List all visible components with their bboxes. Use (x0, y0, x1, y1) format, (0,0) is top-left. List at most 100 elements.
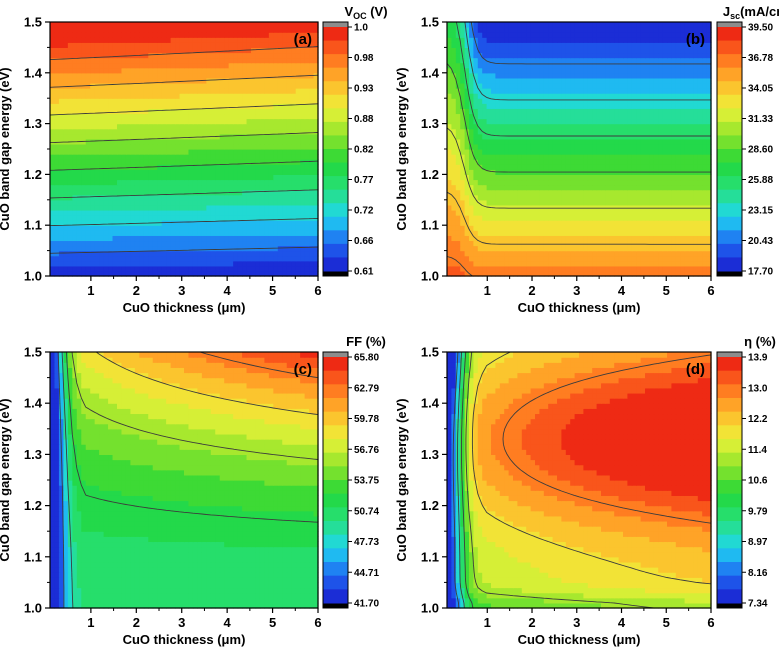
contour-cell (206, 98, 212, 104)
contour-cell (300, 230, 306, 236)
contour-cell (139, 82, 145, 89)
contour-cell (618, 255, 624, 262)
contour-cell (645, 133, 650, 140)
contour-cell (67, 220, 73, 226)
contour-cell (125, 52, 131, 59)
contour-cell (81, 179, 87, 186)
contour-cell (108, 159, 114, 165)
contour-cell (228, 209, 234, 216)
contour-cell (309, 108, 315, 115)
contour-cell (224, 240, 230, 247)
contour-cell (170, 204, 176, 211)
contour-cell (179, 204, 185, 211)
contour-cell (491, 230, 496, 236)
contour-cell (649, 235, 655, 242)
contour-cell (259, 215, 265, 221)
contour-cell (251, 235, 257, 242)
contour-cell (166, 179, 172, 186)
contour-cell (139, 179, 145, 186)
contour-cell (277, 22, 283, 28)
contour-cell (264, 174, 270, 181)
contour-cell (242, 255, 248, 262)
contour-cell (139, 103, 145, 109)
contour-cell (85, 255, 91, 262)
contour-cell (697, 118, 703, 125)
contour-cell (614, 250, 620, 257)
contour-cell (680, 179, 686, 186)
contour-cell (499, 245, 505, 252)
contour-cell (587, 143, 593, 150)
contour-cell (469, 174, 474, 181)
contour-cell (592, 154, 598, 160)
contour-cell (295, 52, 301, 59)
contour-cell (157, 103, 163, 109)
contour-cell (121, 52, 127, 59)
contour-cell (304, 245, 310, 252)
contour-cell (706, 225, 712, 231)
contour-cell (508, 138, 514, 145)
contour-cell (121, 98, 127, 104)
contour-cell (680, 123, 686, 130)
contour-cell (143, 123, 149, 130)
contour-cell (689, 138, 694, 145)
contour-cell (259, 149, 265, 155)
contour-cell (675, 184, 681, 191)
contour-cell (228, 204, 234, 211)
contour-cell (85, 250, 91, 257)
contour-cell (130, 184, 136, 191)
contour-cell (482, 123, 488, 130)
contour-cell (197, 265, 203, 272)
contour-cell (134, 93, 140, 99)
contour-cell (179, 52, 185, 59)
contour-cell (170, 118, 176, 125)
contour-cell (237, 174, 243, 181)
contour-cell (653, 138, 659, 145)
contour-cell (627, 179, 633, 186)
contour-cell (552, 209, 558, 216)
contour-cell (464, 118, 470, 125)
x-tick-label: 6 (314, 283, 321, 298)
contour-cell (521, 220, 527, 226)
contour-cell (543, 235, 549, 242)
contour-cell (662, 235, 668, 242)
contour-cell (447, 220, 452, 226)
contour-cell (143, 199, 149, 206)
contour-cell (139, 159, 145, 165)
contour-cell (157, 118, 163, 125)
contour-cell (264, 108, 270, 115)
contour-cell (63, 189, 69, 196)
contour-cell (645, 215, 650, 221)
contour-cell (623, 220, 628, 226)
contour-cell (645, 250, 650, 257)
contour-cell (680, 199, 686, 206)
contour-cell (300, 184, 306, 191)
contour-cell (618, 174, 624, 181)
contour-cell (495, 225, 501, 231)
contour-cell (702, 235, 708, 242)
contour-cell (623, 204, 628, 211)
contour-cell (304, 220, 310, 226)
contour-cell (587, 235, 593, 242)
contour-cell (255, 250, 261, 257)
contour-cell (535, 199, 540, 206)
contour-cell (130, 189, 136, 196)
contour-cell (130, 245, 136, 252)
contour-cell (521, 143, 527, 150)
contour-cell (671, 189, 677, 196)
contour-cell (609, 164, 615, 170)
contour-cell (300, 52, 306, 59)
contour-cell (152, 250, 158, 257)
contour-cell (447, 235, 452, 242)
contour-cell (455, 255, 461, 262)
contour-cell (206, 159, 212, 165)
contour-cell (72, 113, 78, 120)
contour-cell (67, 225, 73, 231)
contour-cell (579, 255, 584, 262)
contour-cell (170, 47, 176, 54)
contour-cell (121, 108, 127, 115)
contour-cell (304, 133, 310, 140)
contour-cell (188, 240, 194, 247)
contour-cell (206, 189, 212, 196)
contour-cell (706, 230, 712, 236)
contour-cell (667, 230, 672, 236)
